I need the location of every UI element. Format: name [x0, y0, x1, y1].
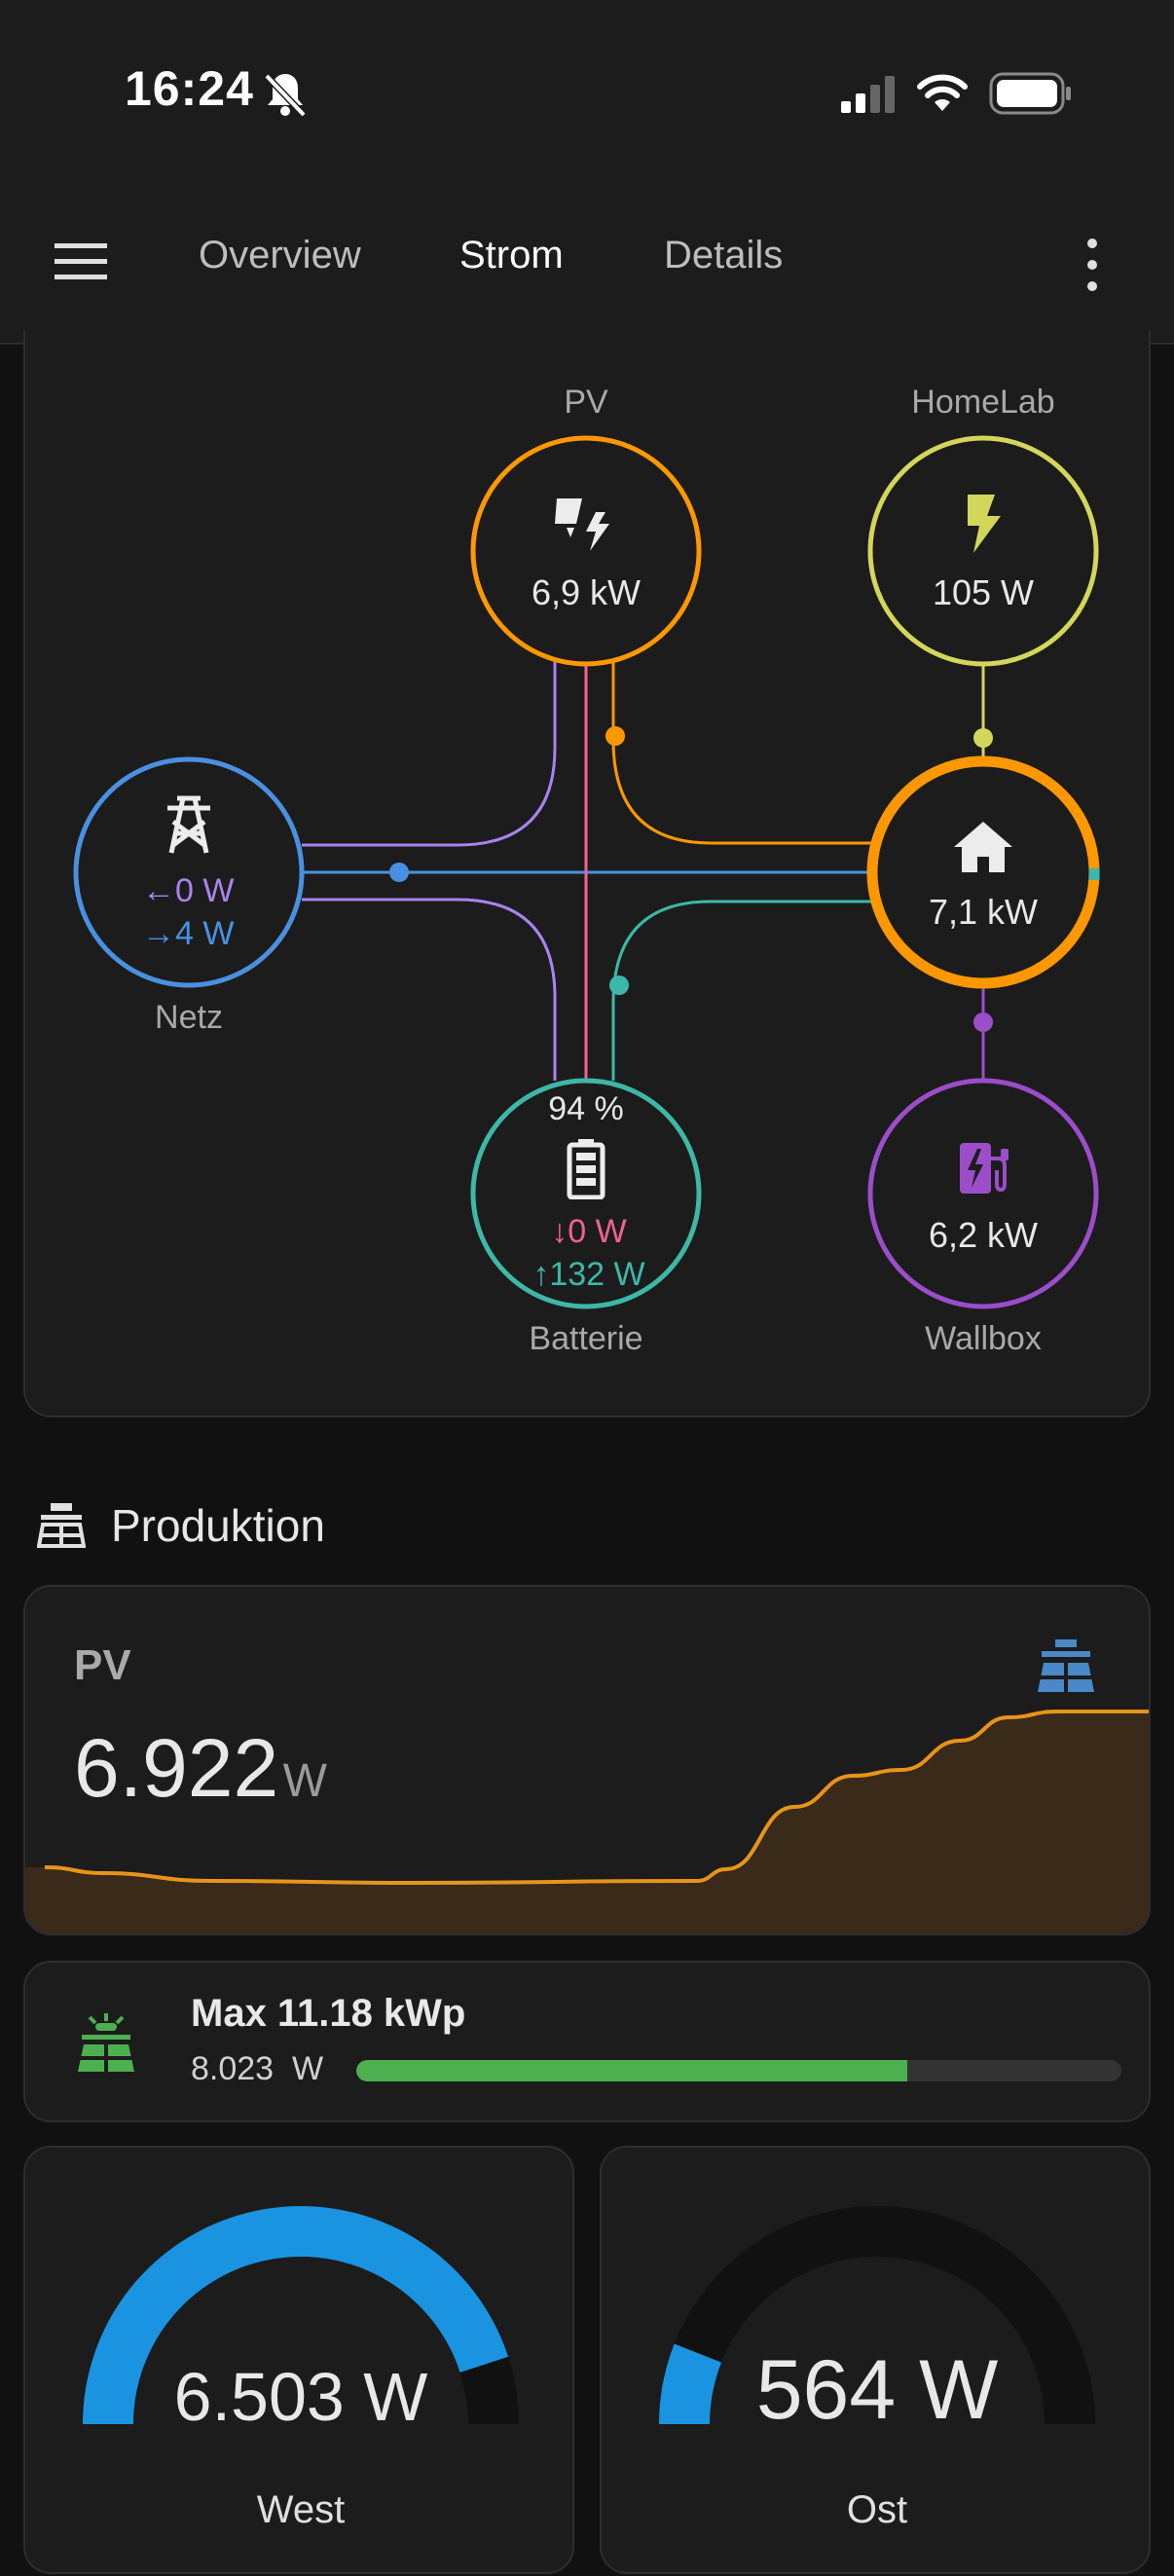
hamburger-menu-icon[interactable] [53, 239, 111, 284]
pv-card-name: PV [74, 1641, 131, 1689]
pv-node-label: PV [564, 384, 608, 421]
gauge-west-value: 6.503 W [173, 2359, 428, 2435]
gauge-ost-track [659, 2206, 1095, 2425]
battery-status-icon [989, 72, 1071, 115]
solar-panel-icon [37, 1503, 86, 1548]
homelab-node-value: 105 W [932, 572, 1035, 612]
gauge-card-west[interactable]: 6.503 W West [23, 2146, 574, 2574]
gauge-west-label: West [256, 2488, 346, 2531]
gauge-ost-value: 564 W [755, 2343, 999, 2437]
tab-overview[interactable]: Overview [199, 234, 361, 276]
pv-card-reading: 6.922 W [74, 1721, 327, 1816]
gauge-west [83, 2206, 519, 2425]
pv-history-graph [25, 1710, 1149, 1933]
arrow-up-icon: ↑ [532, 1256, 550, 1293]
status-time: 16:24 [125, 61, 254, 116]
transmission-tower-icon [167, 795, 210, 854]
pv-card-unit: W [282, 1755, 327, 1807]
max-kwp-progress-track [356, 2060, 1121, 2081]
solar-panel-icon [78, 2013, 134, 2072]
home-icon [954, 822, 1012, 872]
gauge-west-fill [83, 2206, 509, 2425]
max-kwp-card[interactable]: Max 11.18 kWp 8.023 W [23, 1961, 1151, 2122]
max-kwp-title: Max 11.18 kWp [191, 1992, 466, 2035]
lightning-bolt-icon [968, 495, 1001, 553]
max-kwp-value: 8.023 W [191, 2050, 324, 2087]
home-node-value: 7,1 kW [928, 892, 1039, 932]
cellular-signal-icon [841, 76, 895, 113]
app-header [0, 0, 1174, 345]
arrow-left-icon: ← [142, 872, 175, 909]
solar-power-icon [555, 498, 609, 551]
tab-strom[interactable]: Strom [459, 234, 564, 276]
gauge-ost-label: Ost [846, 2488, 908, 2531]
battery-soc: 94 % [548, 1090, 624, 1127]
energy-flow-lines [73, 435, 1100, 1309]
gauge-ost [659, 2206, 1095, 2425]
pv-card-value: 6.922 [74, 1722, 279, 1814]
wallbox-node-label: Wallbox [925, 1320, 1042, 1357]
pv-node-value: 6,9 kW [531, 572, 642, 612]
tab-details[interactable]: Details [664, 234, 784, 276]
grid-export-value: →4 W [142, 915, 235, 952]
section-title-produktion: Produktion [111, 1500, 325, 1551]
battery-charge-value: ↑132 W [532, 1256, 645, 1293]
grid-node-label: Netz [155, 999, 223, 1036]
solar-panel-icon [1038, 1639, 1094, 1692]
ev-station-icon [960, 1143, 1009, 1194]
gauge-ost-fill [659, 2343, 722, 2425]
arrow-down-icon: ↓ [551, 1213, 569, 1250]
wallbox-node-value: 6,2 kW [928, 1215, 1039, 1255]
pv-history-line [44, 1710, 1149, 1886]
arrow-right-icon: → [142, 915, 175, 952]
battery-node-label: Batterie [529, 1320, 643, 1357]
battery-icon [567, 1139, 605, 1199]
more-vertical-icon[interactable] [1081, 238, 1104, 292]
pv-history-area [25, 1711, 1149, 1933]
grid-import-value: ←0 W [142, 872, 235, 909]
max-kwp-progress-fill [356, 2060, 907, 2081]
bell-off-icon [264, 73, 307, 118]
homelab-node-label: HomeLab [911, 384, 1055, 421]
pv-sensor-card[interactable]: PV 6.922 W [23, 1585, 1151, 1935]
wifi-icon [917, 74, 968, 111]
battery-discharge-value: ↓0 W [551, 1213, 627, 1250]
gauge-card-ost[interactable]: 564 W Ost [600, 2146, 1151, 2574]
